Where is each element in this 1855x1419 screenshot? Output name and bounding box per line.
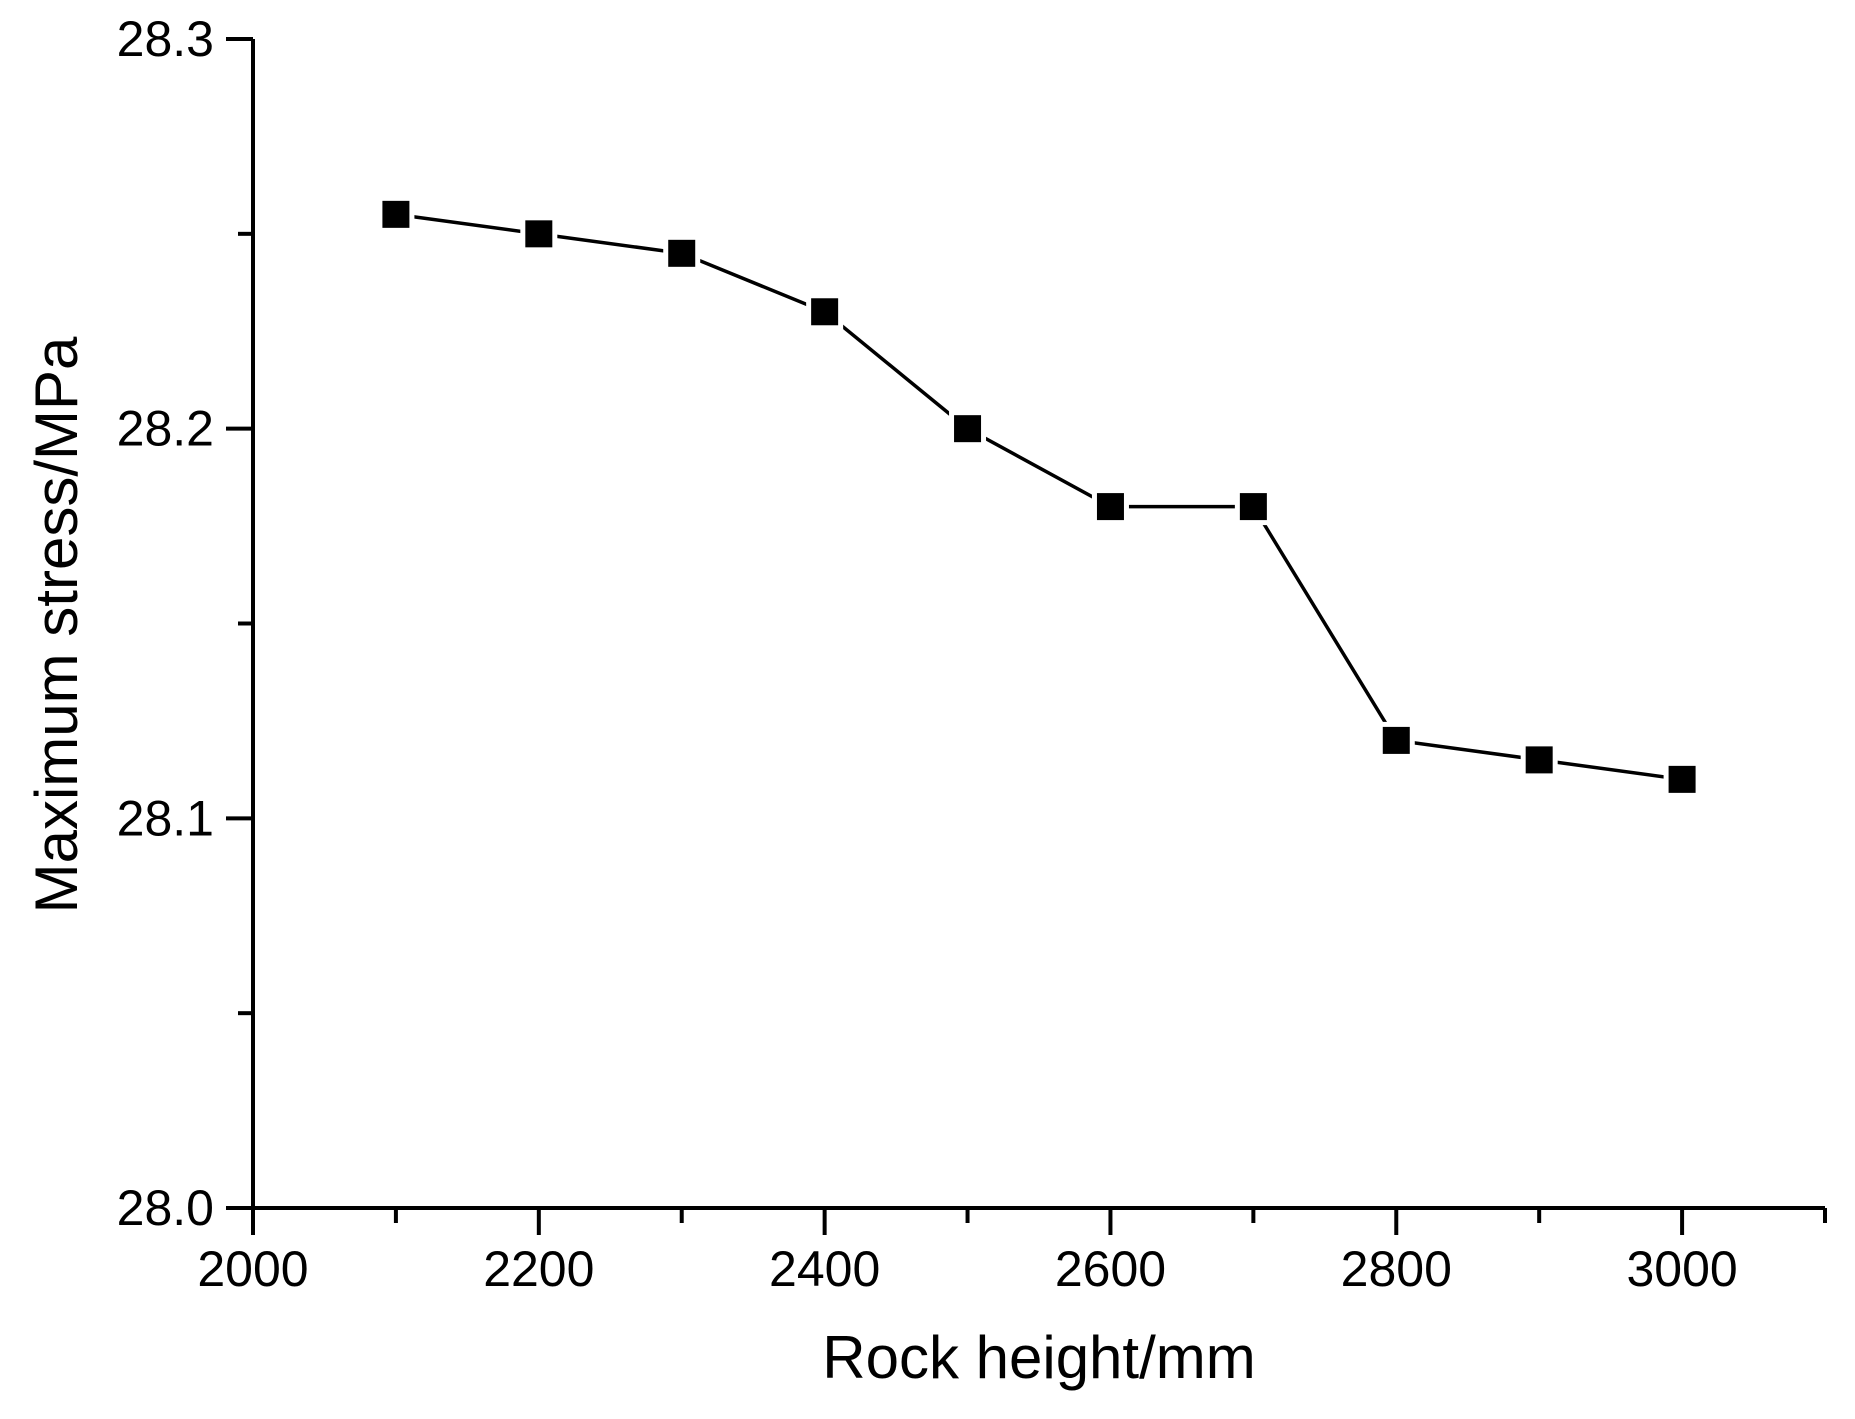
x-tick-label: 2400 [769,1241,880,1297]
data-point-marker [954,415,982,443]
data-point-marker [1668,765,1696,793]
x-tick-label: 2800 [1341,1241,1452,1297]
y-tick-label: 28.2 [117,401,214,457]
data-point-marker [1382,726,1410,754]
data-point-marker [1096,493,1124,521]
data-point-marker [382,200,410,228]
x-axis-title: Rock height/mm [822,1324,1255,1391]
x-tick-label: 2000 [197,1241,308,1297]
x-tick-label: 3000 [1626,1241,1737,1297]
data-point-marker [811,298,839,326]
data-point-marker [525,220,553,248]
data-point-marker [1239,493,1267,521]
y-axis-title: Maximum stress/MPa [23,336,90,913]
data-point-marker [668,239,696,267]
y-tick-label: 28.1 [117,790,214,846]
data-line [395,212,1683,782]
x-tick-label: 2600 [1055,1241,1166,1297]
x-tick-label: 2200 [483,1241,594,1297]
data-point-marker [1525,746,1553,774]
y-tick-label: 28.0 [117,1180,214,1236]
y-tick-label: 28.3 [117,11,214,67]
